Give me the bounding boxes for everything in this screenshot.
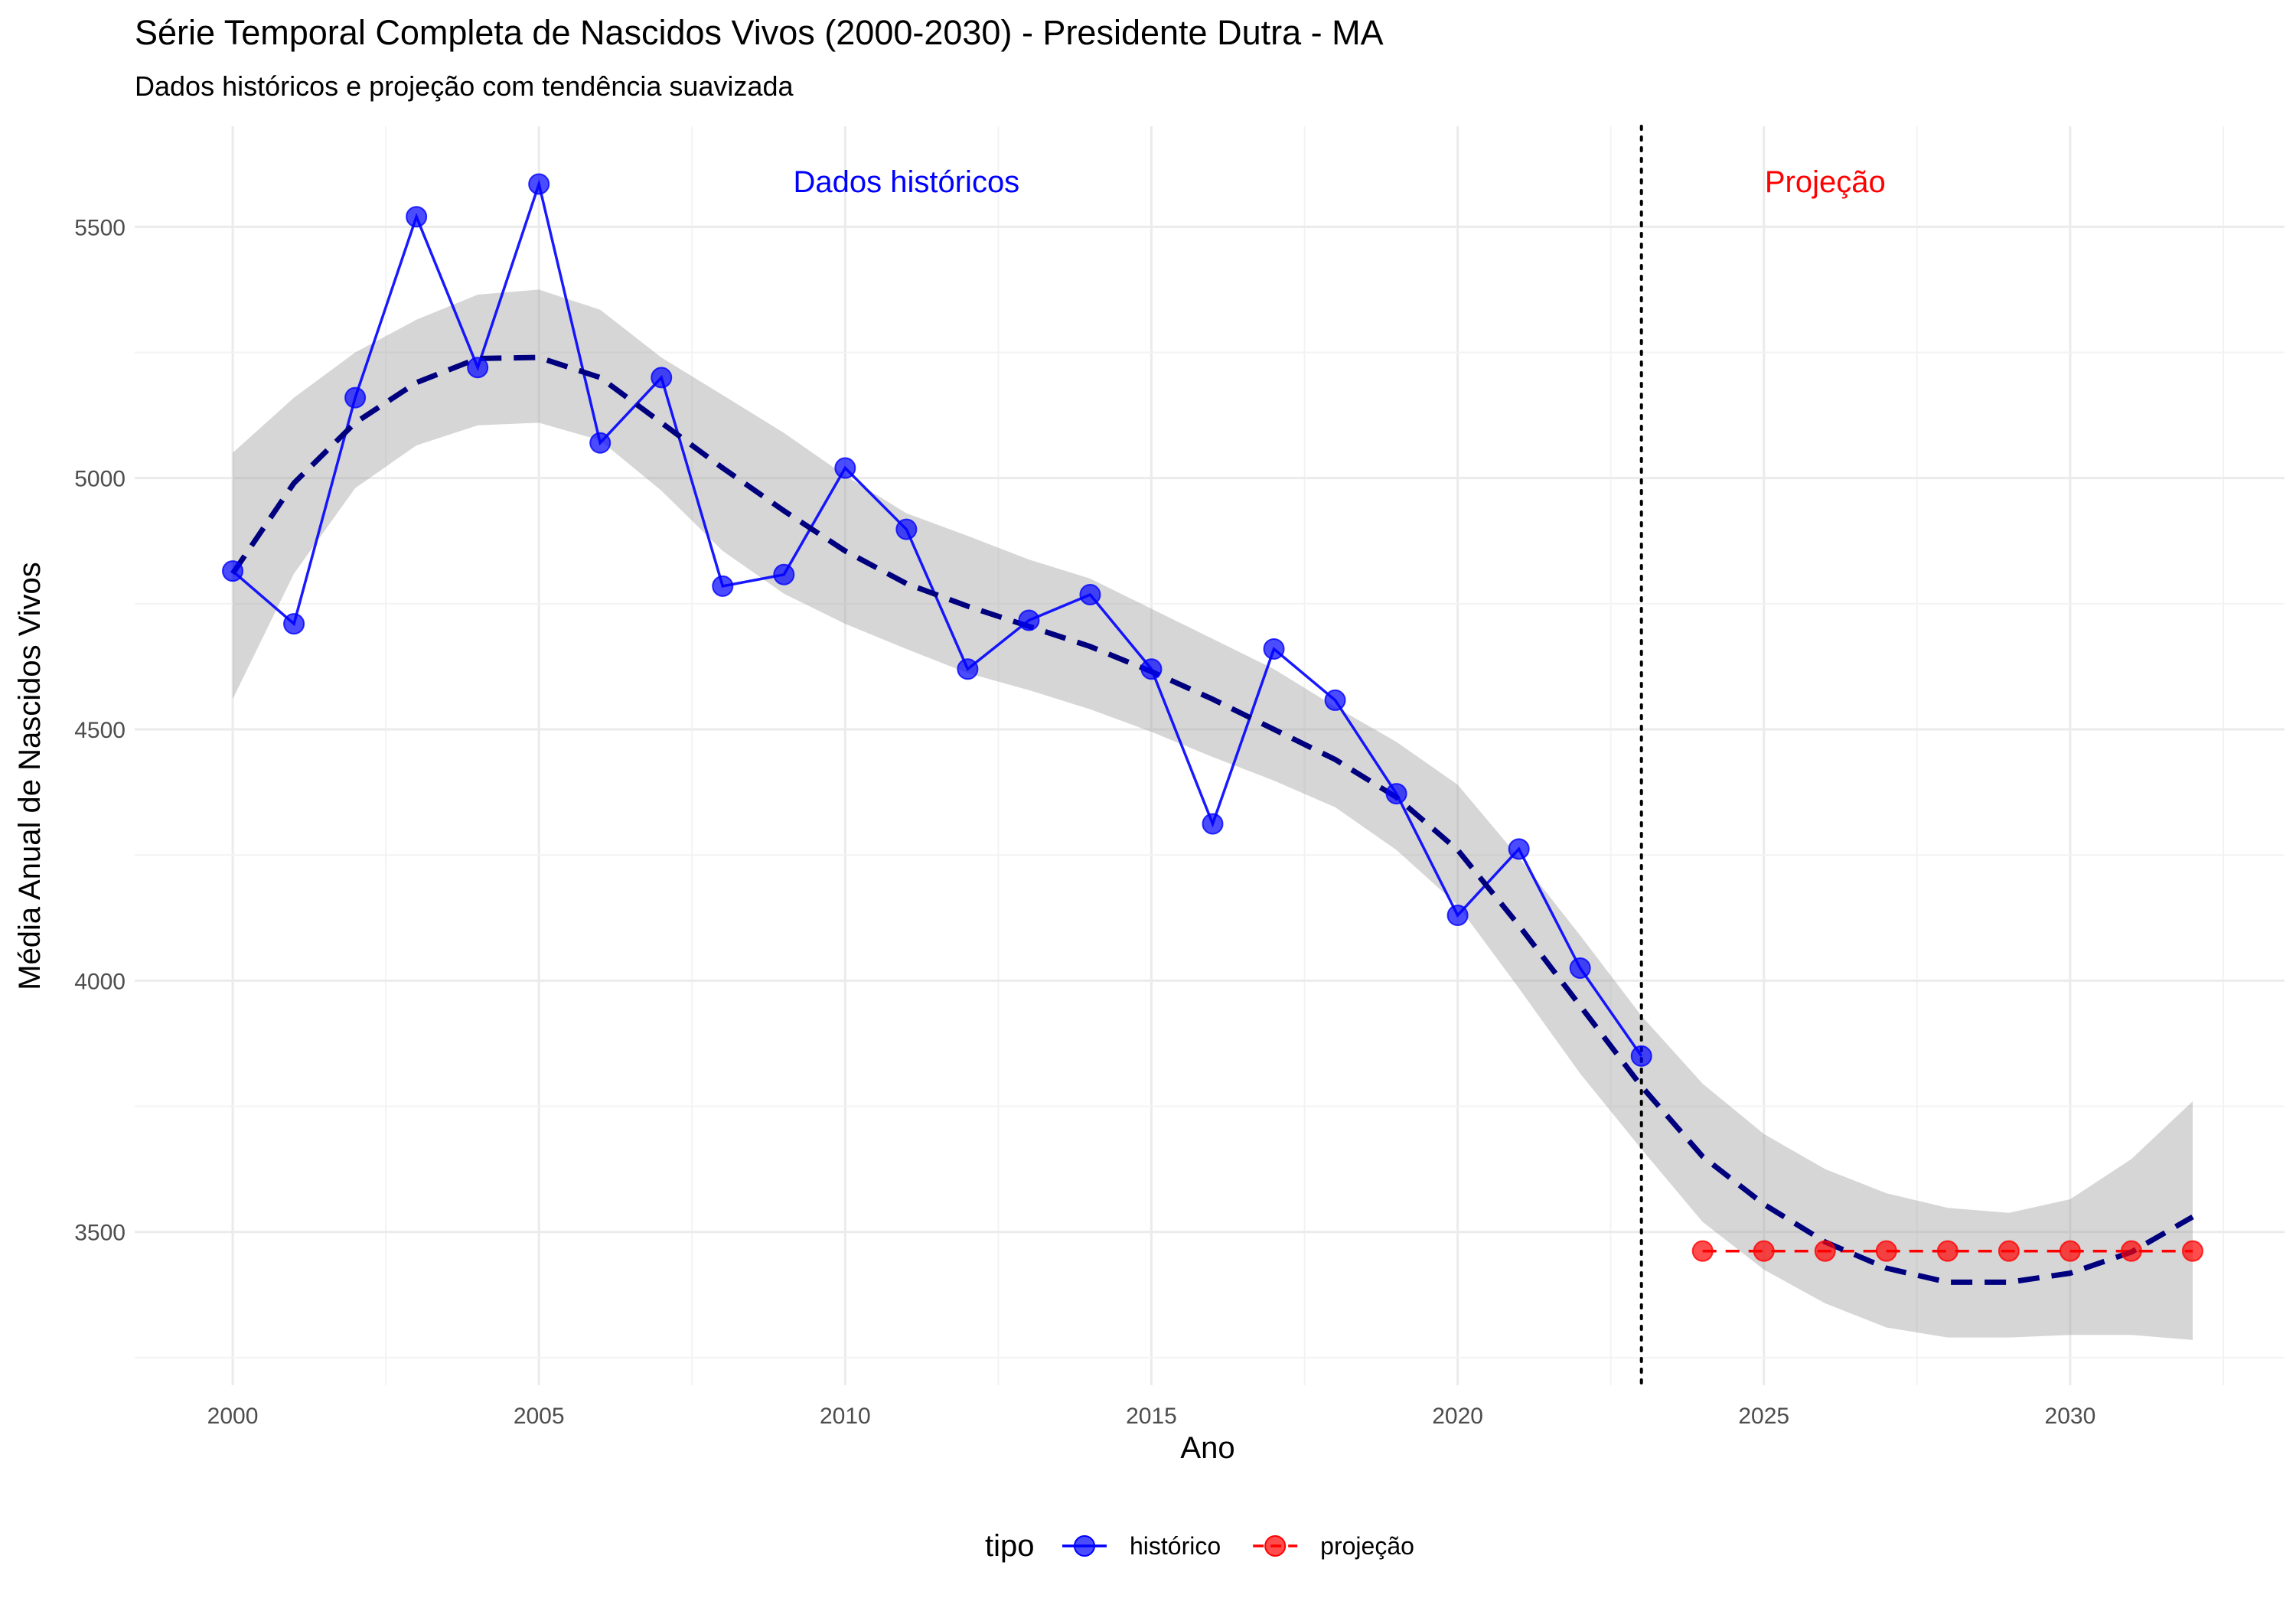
- legend: tipo histórico projeção: [985, 1529, 1414, 1563]
- x-tick-label: 2010: [820, 1404, 871, 1429]
- data-point-projecao: [2120, 1240, 2142, 1262]
- legend-label: histórico: [1130, 1532, 1221, 1560]
- data-point-historico: [344, 386, 367, 409]
- data-point-historico: [1569, 957, 1591, 979]
- data-point-historico: [1140, 658, 1163, 680]
- data-point-projecao: [1875, 1240, 1897, 1262]
- data-point-historico: [1630, 1045, 1652, 1067]
- y-tick-label: 3500: [74, 1221, 126, 1246]
- data-point-projecao: [1691, 1240, 1714, 1262]
- legend-key-point: [1074, 1535, 1095, 1557]
- series-line-historico: [231, 179, 1643, 1057]
- y-tick-label: 5000: [74, 467, 126, 492]
- data-point-historico: [651, 367, 673, 389]
- data-point-historico: [1324, 689, 1346, 711]
- x-tick-label: 2005: [514, 1404, 565, 1429]
- y-tick-label: 4000: [74, 969, 126, 994]
- legend-item-historico: histórico: [1062, 1532, 1221, 1560]
- x-tick-label: 2030: [2045, 1404, 2096, 1429]
- y-tick-label: 4500: [74, 718, 126, 743]
- data-point-historico: [1202, 813, 1224, 835]
- x-tick-label: 2025: [1738, 1404, 1789, 1429]
- x-tick-label: 2000: [207, 1404, 259, 1429]
- y-tick-label: 5500: [74, 215, 126, 240]
- data-point-historico: [406, 206, 428, 228]
- series-lines: [231, 179, 2193, 1253]
- annotation-label: Dados históricos: [794, 165, 1020, 199]
- data-point-historico: [1385, 783, 1407, 805]
- legend-item-projecao: projeção: [1253, 1532, 1414, 1560]
- data-point-projecao: [1998, 1240, 2020, 1262]
- data-point-projecao: [2181, 1240, 2203, 1262]
- data-point-historico: [1446, 904, 1469, 926]
- data-point-historico: [467, 357, 489, 379]
- data-point-historico: [1079, 584, 1101, 606]
- data-point-historico: [773, 563, 795, 585]
- y-axis-label: Média Anual de Nascidos Vivos: [13, 562, 47, 990]
- trend-line: [230, 354, 2194, 1285]
- data-point-historico: [712, 575, 734, 597]
- x-tick-label: 2015: [1126, 1404, 1177, 1429]
- data-point-historico: [589, 432, 612, 454]
- chart-title: Série Temporal Completa de Nascidos Vivo…: [135, 13, 1384, 52]
- x-axis-ticks: 2000 2005 2010 2015 2020 2025 2030: [207, 1404, 2096, 1429]
- data-point-projecao: [1753, 1240, 1775, 1262]
- legend-title: tipo: [985, 1529, 1035, 1563]
- x-axis-label: Ano: [1180, 1431, 1234, 1465]
- smoothed-trend-line: [230, 354, 2194, 1285]
- chart-subtitle: Dados históricos e projeção com tendênci…: [135, 70, 794, 102]
- data-point-historico: [528, 173, 550, 195]
- data-point-historico: [222, 560, 244, 582]
- grid-lines: [135, 126, 2285, 1385]
- annotation-label: Projeção: [1765, 165, 1886, 199]
- y-axis-ticks: 3500 4000 4500 5000 5500: [74, 215, 126, 1245]
- legend-label: projeção: [1320, 1532, 1414, 1560]
- data-points: [222, 173, 2203, 1262]
- confidence-band-area: [233, 289, 2193, 1340]
- annotations: Dados históricos Projeção: [794, 165, 1886, 199]
- data-point-historico: [1508, 838, 1530, 860]
- confidence-band: [233, 289, 2193, 1340]
- data-point-projecao: [1936, 1240, 1958, 1262]
- x-tick-label: 2020: [1432, 1404, 1483, 1429]
- data-point-historico: [834, 457, 856, 479]
- data-point-historico: [1263, 638, 1285, 660]
- data-point-projecao: [1814, 1240, 1836, 1262]
- legend-key-point: [1264, 1535, 1287, 1557]
- data-point-historico: [895, 518, 918, 540]
- data-point-historico: [957, 658, 979, 680]
- data-point-historico: [1018, 609, 1040, 631]
- data-point-historico: [283, 613, 305, 635]
- data-point-projecao: [2059, 1240, 2081, 1262]
